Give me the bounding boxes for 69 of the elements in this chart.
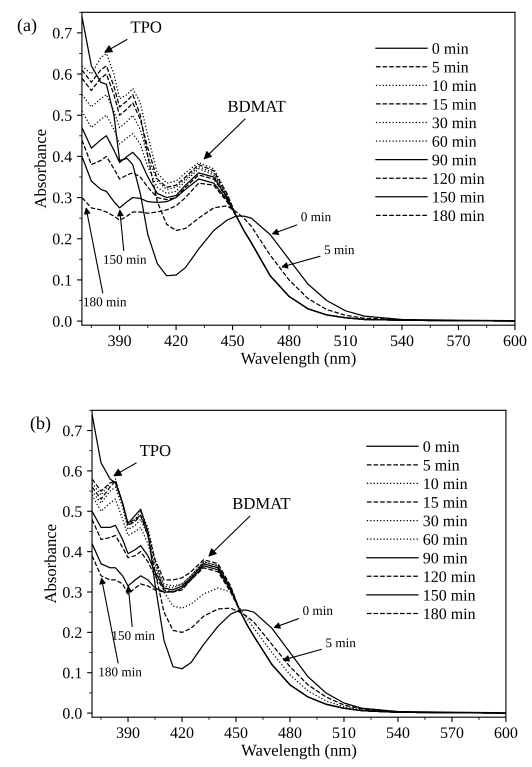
x-tick-label: 540 [390,335,414,346]
x-tick-label: 480 [278,727,302,738]
legend-label: 30 min [424,516,468,526]
y-tick-label: 0.3 [52,192,72,204]
y-tick-label: 0.1 [62,668,82,679]
legend-label: 150 min [433,192,484,203]
x-tick-label: 570 [440,727,464,738]
text: (b) [30,416,50,433]
annotation: 0 min [303,606,333,615]
legend-label: 120 min [433,173,484,184]
legend-label: 30 min [432,117,476,128]
y-tick-label: 0.0 [62,708,82,719]
x-axis-title: Wavelength (nm) [241,744,356,760]
x-tick-label: 600 [504,335,526,346]
y-tick-label: 0.4 [52,151,72,162]
y-tick-label: 0.0 [52,316,72,327]
legend-label: 60 min [423,534,468,545]
x-tick-label: 450 [224,727,248,738]
y-tick-label: 0.2 [62,627,82,638]
y-tick-label: 0.5 [52,110,72,121]
legend-label: 0 min [423,441,460,452]
y-tick-label: 0.6 [52,68,72,80]
x-tick-label: 540 [386,727,410,738]
legend-label: 90 min [423,552,468,564]
legend-label: 15 min [424,497,468,508]
y-tick-label: 0.6 [62,466,82,477]
y-tick-label: 0.7 [62,425,82,436]
x-axis-title: Wavelength (nm) [240,352,356,368]
x-tick-label: 480 [277,335,300,346]
x-tick-label: 510 [334,335,357,346]
legend-label: 5 min [432,62,468,73]
x-tick-label: 390 [108,335,131,346]
legend-label: 5 min [424,460,460,471]
annotation: 5 min [324,245,354,254]
legend-label: 90 min [432,154,476,166]
legend-label: 180 min [433,210,484,222]
annotation: TPO [130,21,162,33]
annotation: 150 min [104,255,146,264]
legend-label: 0 min [432,43,468,54]
legend-label: 10 min [424,478,468,490]
y-tick-label: 0.3 [62,586,82,598]
legend-label: 60 min [432,136,476,147]
legend-label: 150 min [424,590,476,601]
y-tick-label: 0.7 [52,28,72,39]
legend-label: 10 min [433,80,476,92]
legend-label: 120 min [424,571,476,582]
legend-label: 15 min [433,98,476,110]
annotation: TPO [140,444,170,456]
annotation: 180 min [84,297,126,306]
annotation: 5 min [326,638,356,648]
annotation: BDMAT [232,498,290,509]
annotation: 180 min [99,667,142,676]
legend-label: 180 min [424,608,476,620]
y-axis-title: Absorbance [44,524,56,604]
x-tick-label: 450 [220,335,244,346]
x-tick-label: 420 [164,335,188,346]
y-tick-label: 0.5 [62,506,82,518]
x-tick-label: 390 [116,727,140,738]
y-tick-label: 0.2 [52,234,72,245]
x-tick-label: 510 [332,727,356,738]
x-tick-label: 600 [494,727,518,738]
annotation: BDMAT [228,100,286,112]
y-axis-title: Absorbance [34,130,46,208]
y-tick-label: 0.4 [62,546,82,558]
text: (a) [18,18,36,35]
x-tick-label: 420 [170,727,194,738]
x-tick-label: 570 [447,335,470,346]
annotation: 0 min [301,212,331,222]
y-tick-label: 0.1 [52,274,72,286]
